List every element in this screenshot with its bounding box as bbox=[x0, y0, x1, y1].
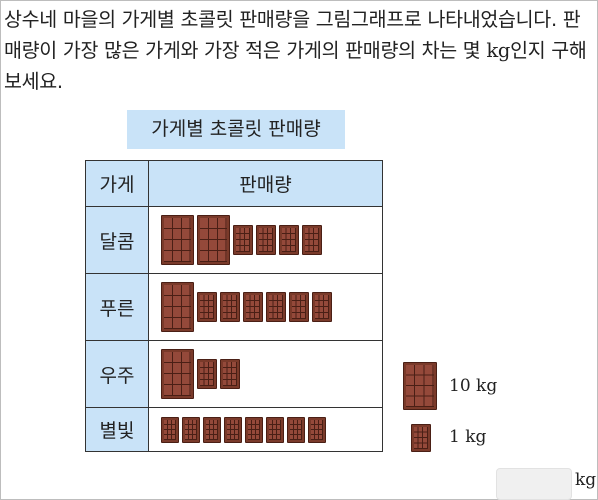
chocolate-bar-icon bbox=[312, 292, 332, 322]
icon-row bbox=[161, 416, 382, 443]
question-text: 상수네 마을의 가게별 초콜릿 판매량을 그림그래프로 나타내었습니다. 판매량… bbox=[4, 4, 594, 97]
sales-icons-cell bbox=[148, 340, 383, 408]
store-name: 별빛 bbox=[85, 407, 149, 452]
store-name: 우주 bbox=[85, 340, 149, 408]
chocolate-bar-icon bbox=[289, 292, 309, 322]
answer-input[interactable] bbox=[496, 468, 572, 500]
chocolate-bar-icon bbox=[161, 349, 194, 399]
chocolate-bar-icon bbox=[243, 292, 263, 322]
chocolate-bar-icon bbox=[224, 416, 242, 443]
chocolate-bar-icon bbox=[197, 215, 230, 265]
picture-graph-table: 가게 판매량 달콤 푸른 우주 별빛 bbox=[85, 160, 383, 452]
sales-icons-cell bbox=[148, 206, 383, 274]
table-row: 달콤 bbox=[85, 206, 383, 274]
icon-row bbox=[161, 215, 382, 265]
chocolate-bar-icon bbox=[266, 292, 286, 322]
chocolate-bar-icon bbox=[161, 215, 194, 265]
sales-icons-cell bbox=[148, 407, 383, 452]
store-name: 달콤 bbox=[85, 206, 149, 274]
table-row: 푸른 bbox=[85, 273, 383, 341]
header-sales: 판매량 bbox=[148, 160, 383, 207]
chocolate-bar-icon bbox=[403, 362, 437, 410]
chocolate-bar-icon bbox=[245, 416, 263, 443]
chocolate-bar-icon bbox=[182, 416, 200, 443]
chocolate-bar-icon bbox=[203, 416, 221, 443]
store-name: 푸른 bbox=[85, 273, 149, 341]
chocolate-bar-icon bbox=[161, 416, 179, 443]
legend-small-label: 1 kg bbox=[449, 427, 487, 447]
question-unit: kg bbox=[486, 39, 511, 62]
chocolate-bar-icon bbox=[266, 416, 284, 443]
chocolate-bar-icon bbox=[197, 359, 217, 389]
chocolate-bar-icon bbox=[302, 225, 322, 255]
graph-title: 가게별 초콜릿 판매량 bbox=[127, 110, 345, 149]
sales-icons-cell bbox=[148, 273, 383, 341]
legend-big-icon-wrap bbox=[403, 362, 437, 414]
chocolate-bar-icon bbox=[256, 225, 276, 255]
icon-row bbox=[161, 282, 382, 332]
chocolate-bar-icon bbox=[220, 359, 240, 389]
icon-row bbox=[161, 349, 382, 399]
question-text-before-unit: 상수네 마을의 가게별 초콜릿 판매량을 그림그래프로 나타내었습니다. 판매량… bbox=[4, 8, 581, 62]
legend-small-icon-wrap bbox=[411, 424, 431, 456]
legend-big-label: 10 kg bbox=[449, 376, 498, 396]
chocolate-bar-icon bbox=[308, 416, 326, 443]
chocolate-bar-icon bbox=[161, 282, 194, 332]
header-store: 가게 bbox=[85, 160, 149, 207]
chocolate-bar-icon bbox=[220, 292, 240, 322]
table-row: 우주 bbox=[85, 340, 383, 408]
table-row: 별빛 bbox=[85, 407, 383, 452]
question-text-after-unit: 인지 구해 보세요. bbox=[4, 39, 587, 93]
chocolate-bar-icon bbox=[197, 292, 217, 322]
chocolate-bar-icon bbox=[279, 225, 299, 255]
chocolate-bar-icon bbox=[233, 225, 253, 255]
chocolate-bar-icon bbox=[287, 416, 305, 443]
chocolate-bar-icon bbox=[411, 424, 431, 452]
answer-unit: kg bbox=[575, 470, 597, 490]
